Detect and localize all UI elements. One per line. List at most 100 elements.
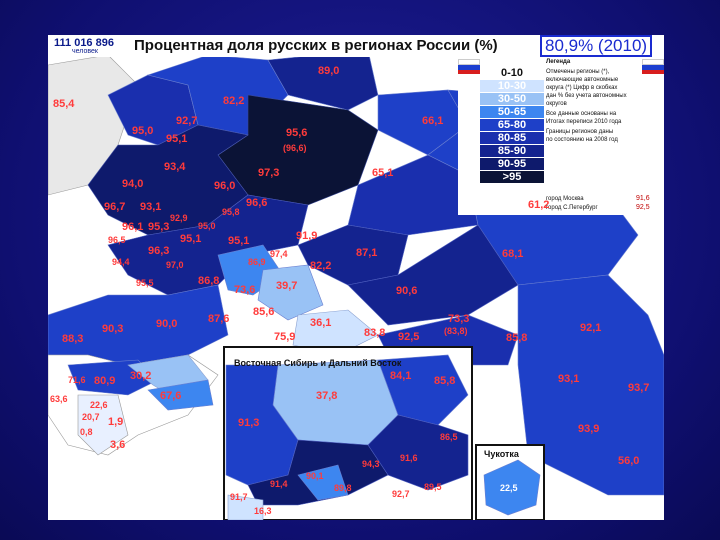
legend-swatch: 80-85 bbox=[480, 132, 544, 145]
legend-note: Все данные основаны на bbox=[546, 111, 617, 117]
inset-khabarovsk bbox=[367, 414, 469, 491]
region-percentage-label: 92,5 bbox=[398, 331, 420, 343]
legend-note: округов bbox=[546, 101, 567, 107]
russia-map: 111 016 896 человек Процентная доля русс… bbox=[48, 35, 664, 520]
region-percentage-label: 96,0 bbox=[214, 180, 236, 192]
inset-tuva bbox=[227, 494, 264, 520]
region-percentage-label: 22,5 bbox=[500, 483, 518, 493]
region-percentage-label: 95,1 bbox=[180, 233, 202, 245]
legend-note: включающие автономные bbox=[546, 77, 619, 83]
legend-note: город С.Петербург bbox=[546, 205, 598, 211]
region-percentage-label: 90,3 bbox=[102, 323, 124, 335]
spb-value: 92,5 bbox=[636, 204, 650, 211]
region-percentage-label: 90,0 bbox=[156, 318, 178, 330]
region-percentage-label: 96,5 bbox=[108, 235, 126, 245]
region-percentage-label: 1,9 bbox=[108, 416, 124, 428]
region-percentage-label: 97,3 bbox=[258, 167, 280, 179]
legend-note: по состоянию на 2008 год bbox=[546, 137, 618, 143]
region-percentage-label: 93,1 bbox=[558, 373, 580, 385]
region-percentage-label: 68,1 bbox=[502, 248, 524, 260]
region-percentage-label: 61,2 bbox=[528, 199, 550, 211]
region-percentage-label: 88,3 bbox=[62, 333, 84, 345]
region-percentage-label: 73,3 bbox=[448, 313, 470, 325]
region-percentage-label: 20,7 bbox=[82, 412, 100, 422]
region-percentage-label: 36,1 bbox=[310, 317, 332, 329]
region-percentage-label: 92,9 bbox=[170, 213, 188, 223]
russia-flag-icon bbox=[458, 59, 480, 74]
legend-swatch: 10-30 bbox=[480, 80, 544, 93]
map-title: Процентная доля русских в регионах Росси… bbox=[134, 37, 498, 54]
region-percentage-label: 95,0 bbox=[198, 221, 216, 231]
region-percentage-label: 85,8 bbox=[506, 332, 528, 344]
region-percentage-label: 96,7 bbox=[104, 201, 126, 213]
russia-flag-icon bbox=[642, 59, 664, 74]
region-dagestan bbox=[77, 394, 129, 456]
legend-swatch: 30-50 bbox=[480, 93, 544, 106]
region-percentage-label: 95,3 bbox=[148, 221, 170, 233]
region-percentage-label: 96,1 bbox=[122, 221, 144, 233]
region-south bbox=[48, 284, 229, 366]
population-count: 111 016 896 bbox=[54, 37, 114, 49]
region-percentage-label: (83,8) bbox=[444, 326, 468, 336]
chukotka-region bbox=[483, 459, 541, 516]
legend-note: дан % без учета автономных bbox=[546, 93, 627, 99]
legend-swatch: >95 bbox=[480, 171, 544, 184]
region-percentage-label: 39,7 bbox=[276, 280, 298, 292]
region-percentage-label: 80,9 bbox=[94, 375, 116, 387]
region-percentage-label: 92,7 bbox=[176, 115, 198, 127]
region-percentage-label: 82,2 bbox=[223, 95, 245, 107]
region-percentage-label: 75,9 bbox=[274, 331, 296, 343]
region-percentage-label: 86,8 bbox=[198, 275, 220, 287]
region-percentage-label: 95,5 bbox=[136, 278, 154, 288]
region-percentage-label: 87,6 bbox=[208, 313, 230, 325]
region-percentage-label: 90,6 bbox=[396, 285, 418, 297]
region-percentage-label: 86,9 bbox=[248, 257, 266, 267]
region-percentage-label: 22,6 bbox=[90, 400, 108, 410]
region-percentage-label: 63,6 bbox=[50, 394, 68, 404]
region-percentage-label: 97,0 bbox=[166, 260, 184, 270]
region-percentage-label: 73,6 bbox=[234, 284, 256, 296]
region-percentage-label: 92,1 bbox=[580, 322, 602, 334]
population-unit: человек bbox=[72, 48, 98, 55]
region-percentage-label: 89,5 bbox=[424, 482, 442, 492]
region-percentage-label: 91,3 bbox=[238, 417, 260, 429]
legend: Легенда 0-10 10-30 30-50 50-65 65-80 80-85 85-… bbox=[458, 59, 664, 215]
region-percentage-label: 0,8 bbox=[80, 427, 93, 437]
region-percentage-label: 84,1 bbox=[390, 370, 412, 382]
title-bar: 111 016 896 человек Процентная доля русс… bbox=[48, 35, 664, 57]
region-percentage-label: 30,2 bbox=[130, 370, 152, 382]
region-percentage-label: 56,0 bbox=[618, 455, 640, 467]
region-percentage-label: 82,2 bbox=[310, 260, 332, 272]
legend-caption: Легенда bbox=[546, 59, 571, 65]
total-percentage: 80,9% (2010) bbox=[540, 35, 653, 57]
region-percentage-label: 93,4 bbox=[164, 161, 186, 173]
region-percentage-label: 16,3 bbox=[254, 506, 272, 516]
region-percentage-label: 93,7 bbox=[628, 382, 650, 394]
region-far-east-right bbox=[517, 274, 664, 496]
legend-note: Границы регионов даны bbox=[546, 129, 614, 135]
region-percentage-label: 95,8 bbox=[222, 207, 240, 217]
legend-scale: 0-10 10-30 30-50 50-65 65-80 80-85 85-90 90-95 >… bbox=[480, 67, 544, 184]
region-percentage-label: 85,6 bbox=[253, 306, 275, 318]
region-astrakhan bbox=[147, 379, 214, 411]
legend-note: Итогах переписи 2010 года bbox=[546, 119, 622, 125]
region-percentage-label: 94,3 bbox=[362, 459, 380, 469]
region-percentage-label: 87,1 bbox=[356, 247, 378, 259]
region-percentage-label: 89,8 bbox=[334, 483, 352, 493]
region-percentage-label: 96,3 bbox=[148, 245, 170, 257]
region-percentage-label: 97,4 bbox=[270, 249, 288, 259]
region-percentage-label: 67,6 bbox=[160, 390, 182, 402]
inset-title: Восточная Сибирь и Дальний Восток bbox=[234, 358, 402, 368]
region-percentage-label: 95,0 bbox=[132, 125, 154, 137]
inset-buryatia bbox=[297, 464, 349, 501]
region-percentage-label: 85,4 bbox=[53, 98, 75, 110]
region-bashkir bbox=[257, 264, 324, 321]
region-percentage-label: 89,0 bbox=[318, 65, 340, 77]
region-percentage-label: 93,9 bbox=[578, 423, 600, 435]
region-percentage-label: 37,8 bbox=[316, 390, 338, 402]
region-percentage-label: 96,6 bbox=[246, 197, 268, 209]
chukotka-title: Чукотка bbox=[484, 449, 519, 459]
region-percentage-label: 65,1 bbox=[372, 167, 394, 179]
legend-note: округа (*) Цифр в скобках bbox=[546, 85, 618, 91]
